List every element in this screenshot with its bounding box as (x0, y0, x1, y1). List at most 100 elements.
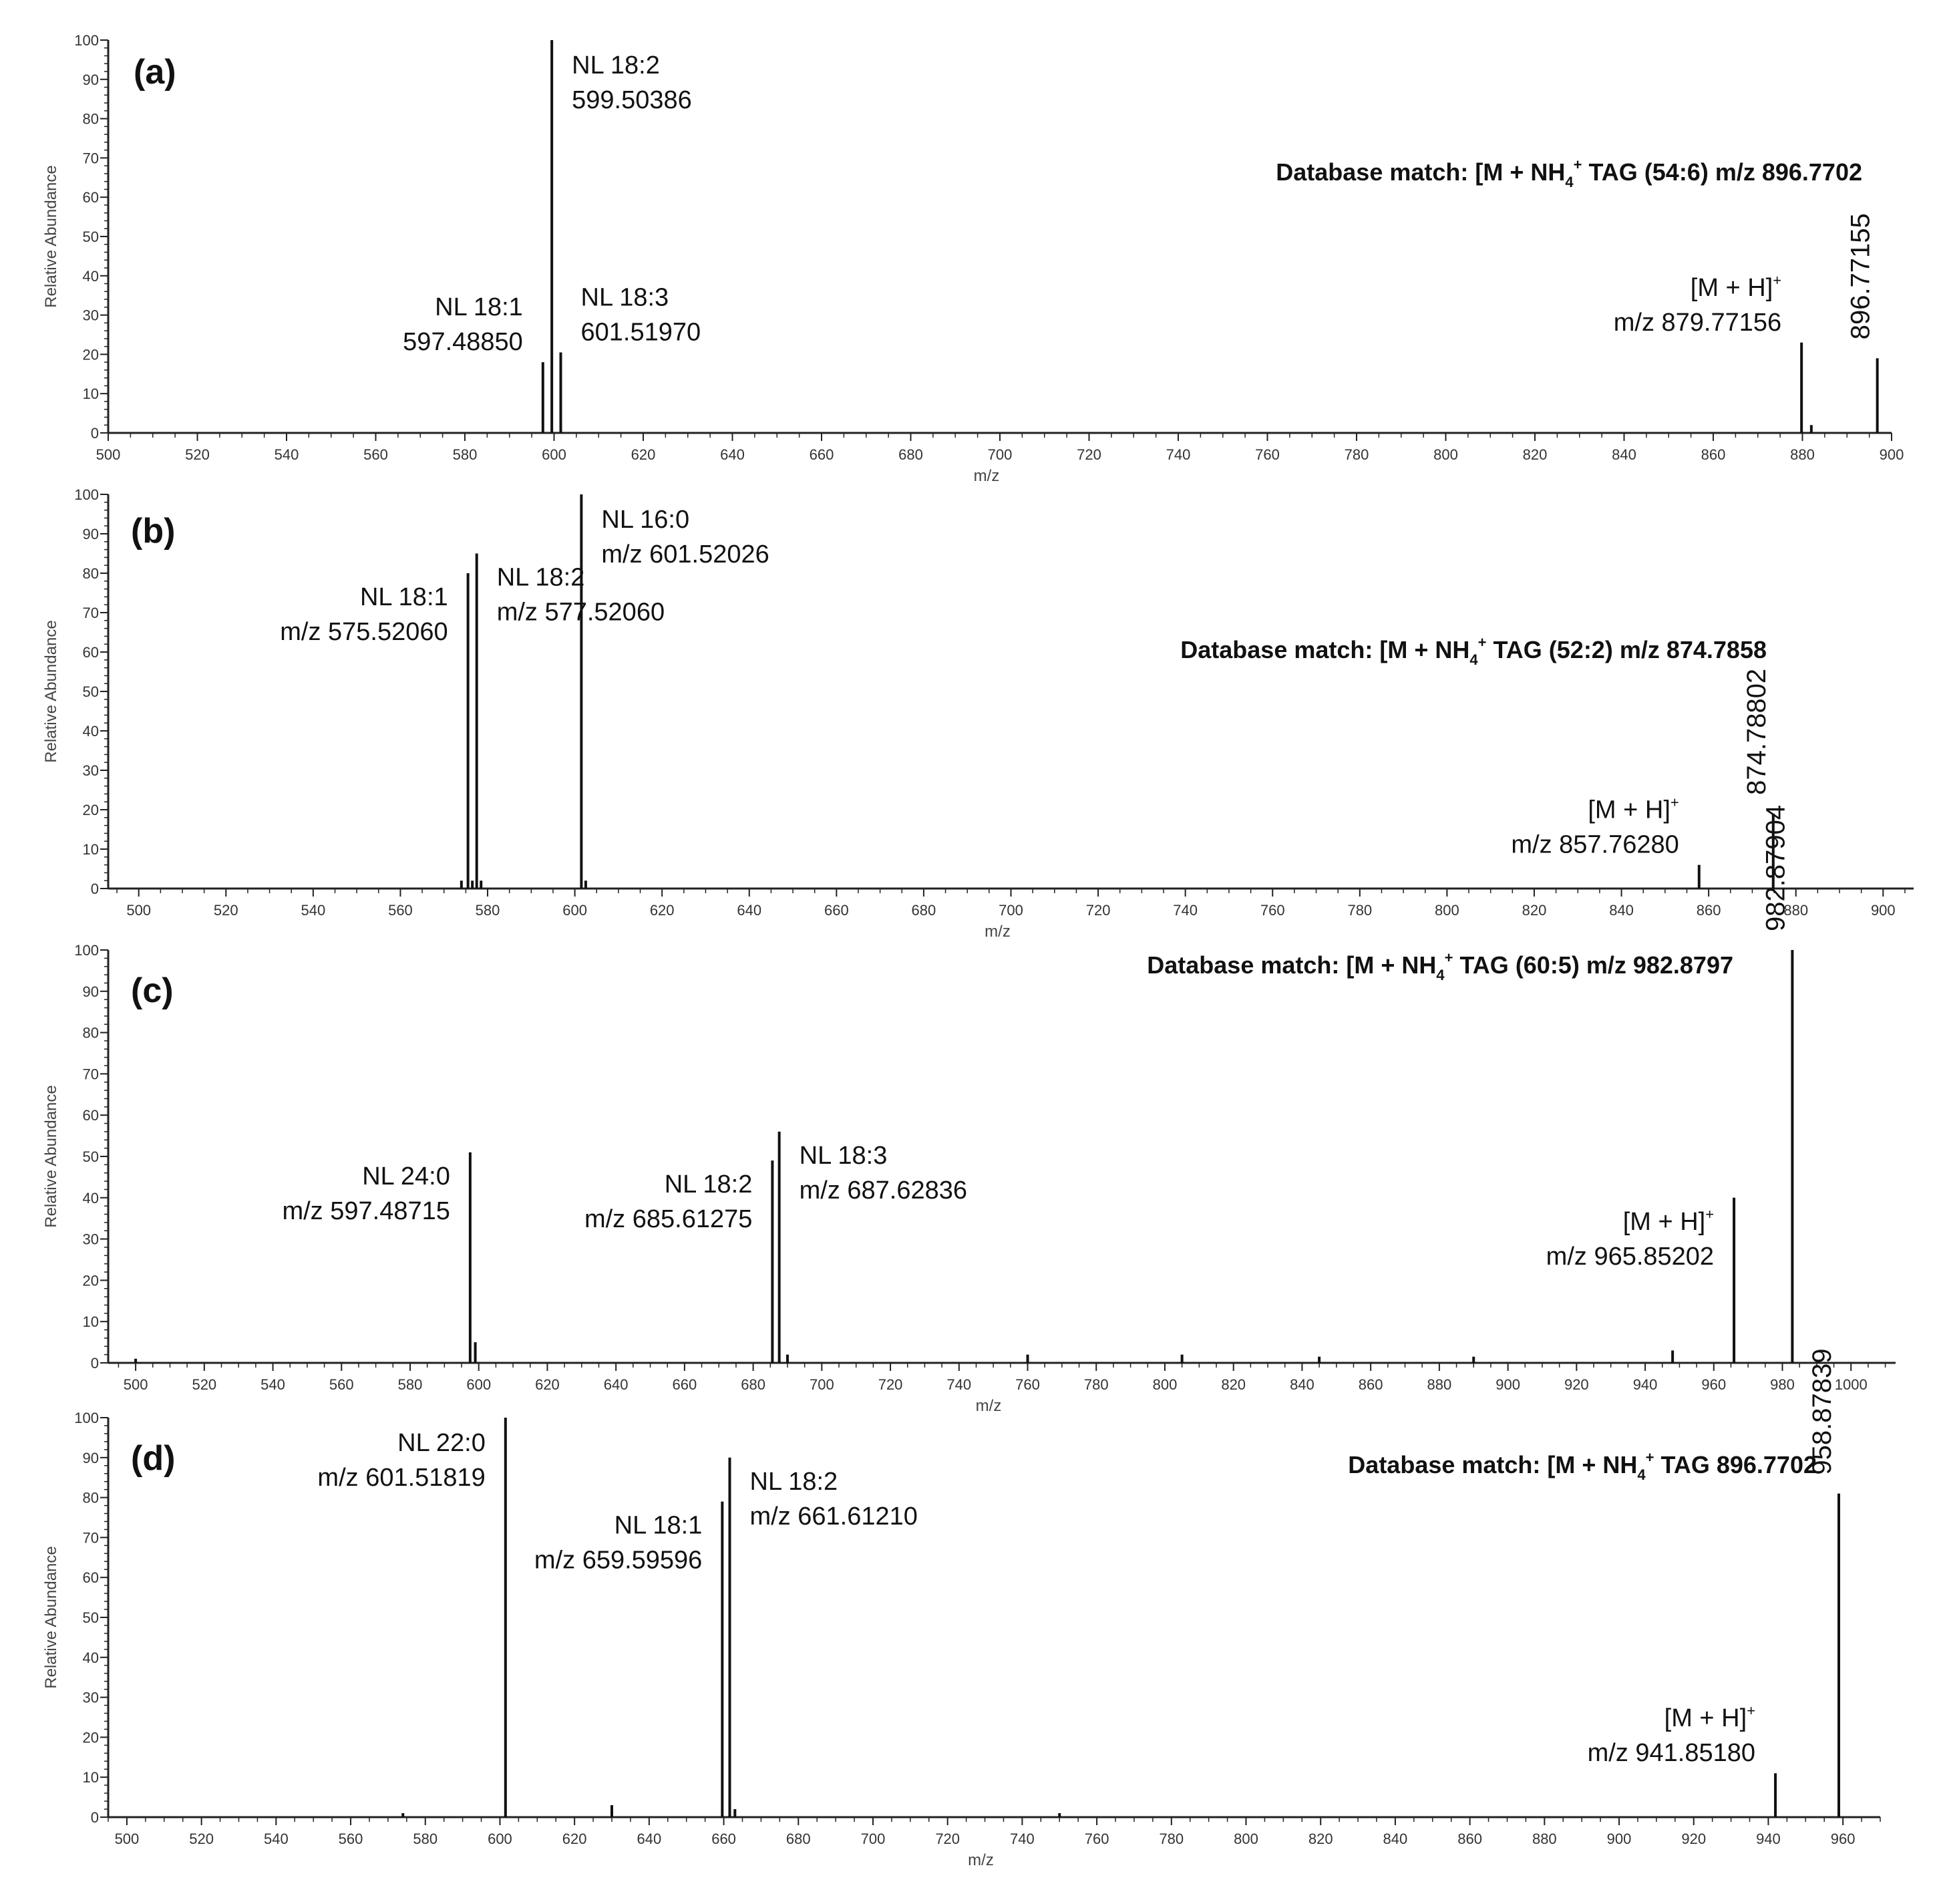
y-tick-label: 80 (83, 111, 99, 128)
spectrum-panel-b: 0 10 20 30 40 50 60 70 80 90 100 500 520 540 560 580 600… (42, 486, 1914, 941)
peak-annotation: NL 22:0 m/z 601.51819 (317, 1429, 485, 1492)
x-tick-label: 560 (388, 902, 413, 919)
db-suffix: TAG (52:2) m/z 874.7858 (1486, 636, 1767, 663)
x-tick-label: 720 (1086, 902, 1111, 919)
db-suffix: TAG 896.7702 (1654, 1451, 1817, 1478)
y-tick-label: 90 (83, 71, 99, 88)
y-tick-label: 0 (91, 1355, 99, 1372)
y-axis-title: Relative Abundance (42, 620, 60, 763)
x-tick-label: 580 (413, 1831, 437, 1847)
x-tick-label: 940 (1633, 1376, 1658, 1393)
peak-annotation: NL 18:2 m/z 577.52060 (497, 564, 665, 627)
x-tick-label: 560 (329, 1376, 354, 1393)
precursor-mz-label: 982.87904 (1761, 805, 1790, 931)
x-tick-label: 800 (1435, 902, 1459, 919)
db-superscript: + (1445, 949, 1453, 966)
precursor-mz-label: 896.77155 (1846, 213, 1876, 339)
x-tick-label: 740 (1173, 902, 1198, 919)
y-tick-label: 80 (83, 1025, 99, 1042)
y-tick-label: 40 (83, 1649, 99, 1666)
y-tick-label: 100 (74, 942, 99, 959)
x-tick-label: 780 (1084, 1376, 1109, 1393)
db-superscript: + (1478, 634, 1487, 651)
annotation-label: [M + H]+ (1691, 272, 1781, 302)
x-tick-label: 540 (260, 1376, 285, 1393)
peak-annotation: NL 16:0 m/z 601.52026 (601, 506, 769, 569)
annotation-label: [M + H]+ (1623, 1206, 1714, 1236)
annotation-mz: m/z 879.77156 (1614, 309, 1781, 337)
panel-label: (c) (131, 971, 174, 1010)
annotation-mz: m/z 687.62836 (800, 1176, 967, 1205)
x-tick-label: 860 (1697, 902, 1721, 919)
y-tick-label: 60 (83, 1107, 99, 1124)
x-tick-label: 900 (1607, 1831, 1632, 1847)
y-tick-label: 30 (83, 762, 99, 779)
y-tick-label: 20 (83, 346, 99, 363)
x-tick-label: 960 (1831, 1831, 1856, 1847)
annotation-mz: 601.51970 (581, 318, 701, 346)
x-tick-label: 580 (398, 1376, 423, 1393)
x-axis-title: m/z (974, 467, 1000, 485)
peak-annotation: [M + H]+ m/z 857.76280 (1511, 794, 1679, 859)
peak-annotation: [M + H]+ m/z 965.85202 (1546, 1206, 1714, 1271)
x-tick-label: 840 (1609, 902, 1634, 919)
y-tick-label: 100 (74, 32, 99, 49)
x-tick-label: 540 (301, 902, 326, 919)
y-axis-title: Relative Abundance (42, 1085, 60, 1228)
annotation-label: NL 18:1 (614, 1512, 703, 1540)
x-tick-label: 680 (786, 1831, 811, 1847)
x-tick-label: 780 (1347, 902, 1372, 919)
y-tick-label: 60 (83, 189, 99, 206)
x-tick-label: 720 (878, 1376, 903, 1393)
annotation-label: NL 16:0 (601, 506, 689, 534)
x-tick-label: 520 (192, 1376, 216, 1393)
y-tick-label: 0 (91, 1809, 99, 1826)
x-tick-label: 920 (1681, 1831, 1706, 1847)
y-tick-label: 80 (83, 1490, 99, 1506)
x-tick-label: 920 (1564, 1376, 1589, 1393)
x-axis-title: m/z (985, 923, 1011, 941)
y-tick-label: 10 (83, 841, 99, 858)
x-tick-label: 600 (466, 1376, 491, 1393)
db-subscript: 4 (1637, 1466, 1646, 1483)
y-tick-label: 60 (83, 1569, 99, 1586)
y-tick-label: 30 (83, 307, 99, 324)
x-tick-label: 500 (126, 902, 151, 919)
y-tick-label: 0 (91, 881, 99, 897)
y-tick-label: 50 (83, 683, 99, 700)
annotation-label: NL 18:2 (572, 51, 660, 80)
annotation-label: [M + H]+ (1588, 794, 1679, 824)
y-tick-label: 70 (83, 1529, 99, 1546)
annotation-label: NL 18:2 (750, 1468, 838, 1496)
x-tick-label: 800 (1433, 446, 1458, 463)
superscript-charge: + (1747, 1702, 1755, 1719)
y-tick-label: 20 (83, 802, 99, 818)
x-tick-label: 800 (1234, 1831, 1258, 1847)
annotation-mz: m/z 601.51819 (317, 1464, 485, 1492)
x-tick-label: 600 (562, 902, 587, 919)
y-tick-label: 60 (83, 644, 99, 661)
x-tick-label: 1000 (1835, 1376, 1868, 1393)
database-match-label: Database match: [M + NH4+ TAG (60:5) m/z… (1147, 949, 1733, 983)
db-superscript: + (1574, 156, 1582, 173)
db-suffix: TAG (60:5) m/z 982.8797 (1453, 951, 1733, 979)
x-tick-label: 740 (946, 1376, 971, 1393)
x-tick-label: 700 (810, 1376, 834, 1393)
db-prefix: Database match: [M + NH (1180, 636, 1469, 663)
superscript-charge: + (1705, 1206, 1714, 1223)
y-tick-label: 70 (83, 1066, 99, 1082)
x-tick-label: 540 (264, 1831, 289, 1847)
peak-annotation: NL 18:2 m/z 685.61275 (584, 1170, 752, 1233)
x-tick-label: 700 (988, 446, 1013, 463)
x-tick-label: 660 (673, 1376, 697, 1393)
x-tick-label: 820 (1523, 446, 1548, 463)
annotation-mz: m/z 577.52060 (497, 599, 665, 627)
x-tick-label: 520 (185, 446, 210, 463)
x-tick-label: 800 (1153, 1376, 1178, 1393)
annotation-mz: m/z 597.48715 (282, 1197, 450, 1225)
database-match-label: Database match: [M + NH4+ TAG (54:6) m/z… (1276, 156, 1862, 190)
y-tick-label: 10 (83, 1769, 99, 1786)
panel-label: (b) (131, 512, 175, 550)
x-tick-label: 500 (124, 1376, 148, 1393)
